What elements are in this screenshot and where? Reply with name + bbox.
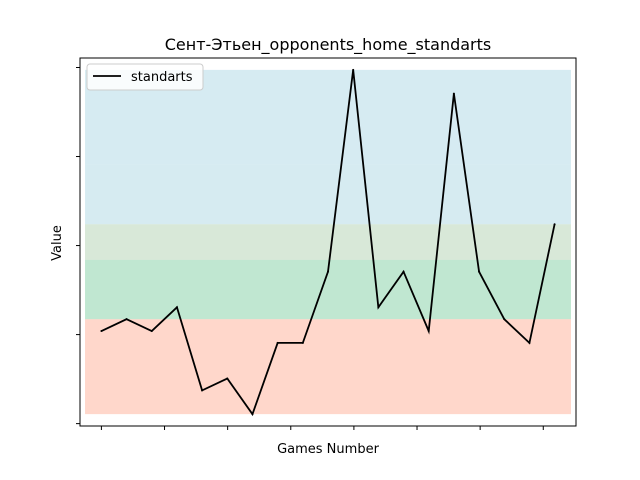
data-point-standarts-9	[327, 270, 329, 273]
data-point-standarts-0	[100, 330, 103, 333]
data-point-standarts-11	[377, 306, 380, 309]
data-point-standarts-10	[352, 68, 355, 71]
legend-box	[86, 63, 204, 91]
legend-label-standarts: standarts	[131, 70, 193, 85]
data-point-standarts-1	[125, 318, 128, 321]
data-point-standarts-6	[251, 413, 254, 416]
data-point-standarts-2	[150, 330, 153, 333]
data-point-standarts-18	[553, 223, 556, 226]
data-point-standarts-17	[528, 341, 531, 344]
threshold-bands	[85, 69, 571, 415]
threshold-band-2	[85, 224, 571, 260]
data-point-standarts-8	[301, 341, 304, 344]
data-point-standarts-14	[452, 92, 455, 95]
plot-area-frame	[79, 57, 577, 427]
data-point-standarts-12	[402, 270, 405, 273]
threshold-band-3	[85, 164, 571, 225]
data-point-standarts-13	[427, 330, 430, 333]
series-layer	[100, 68, 556, 417]
data-point-standarts-15	[478, 270, 481, 273]
data-point-standarts-5	[226, 377, 229, 380]
y-axis-label: Value	[50, 225, 65, 261]
data-point-standarts-3	[175, 306, 178, 309]
axis-ticks	[76, 66, 544, 430]
data-point-standarts-4	[201, 389, 204, 392]
threshold-band-0	[85, 319, 571, 415]
data-point-standarts-16	[503, 318, 506, 321]
x-axis-label: Games Number	[277, 442, 379, 457]
legend: standarts	[86, 63, 204, 91]
chart-title: Сент-Этьен_opponents_home_standarts	[165, 35, 491, 55]
data-point-standarts-7	[276, 341, 279, 344]
